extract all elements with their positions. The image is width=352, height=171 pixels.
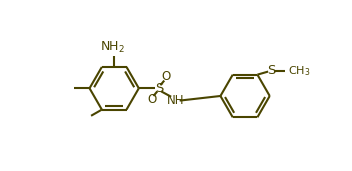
Text: S: S bbox=[155, 82, 163, 95]
Text: CH$_3$: CH$_3$ bbox=[288, 64, 311, 78]
Text: NH: NH bbox=[167, 94, 184, 107]
Text: O: O bbox=[161, 70, 170, 83]
Text: S: S bbox=[267, 64, 276, 77]
Text: O: O bbox=[147, 93, 157, 106]
Text: NH$_2$: NH$_2$ bbox=[100, 40, 125, 55]
